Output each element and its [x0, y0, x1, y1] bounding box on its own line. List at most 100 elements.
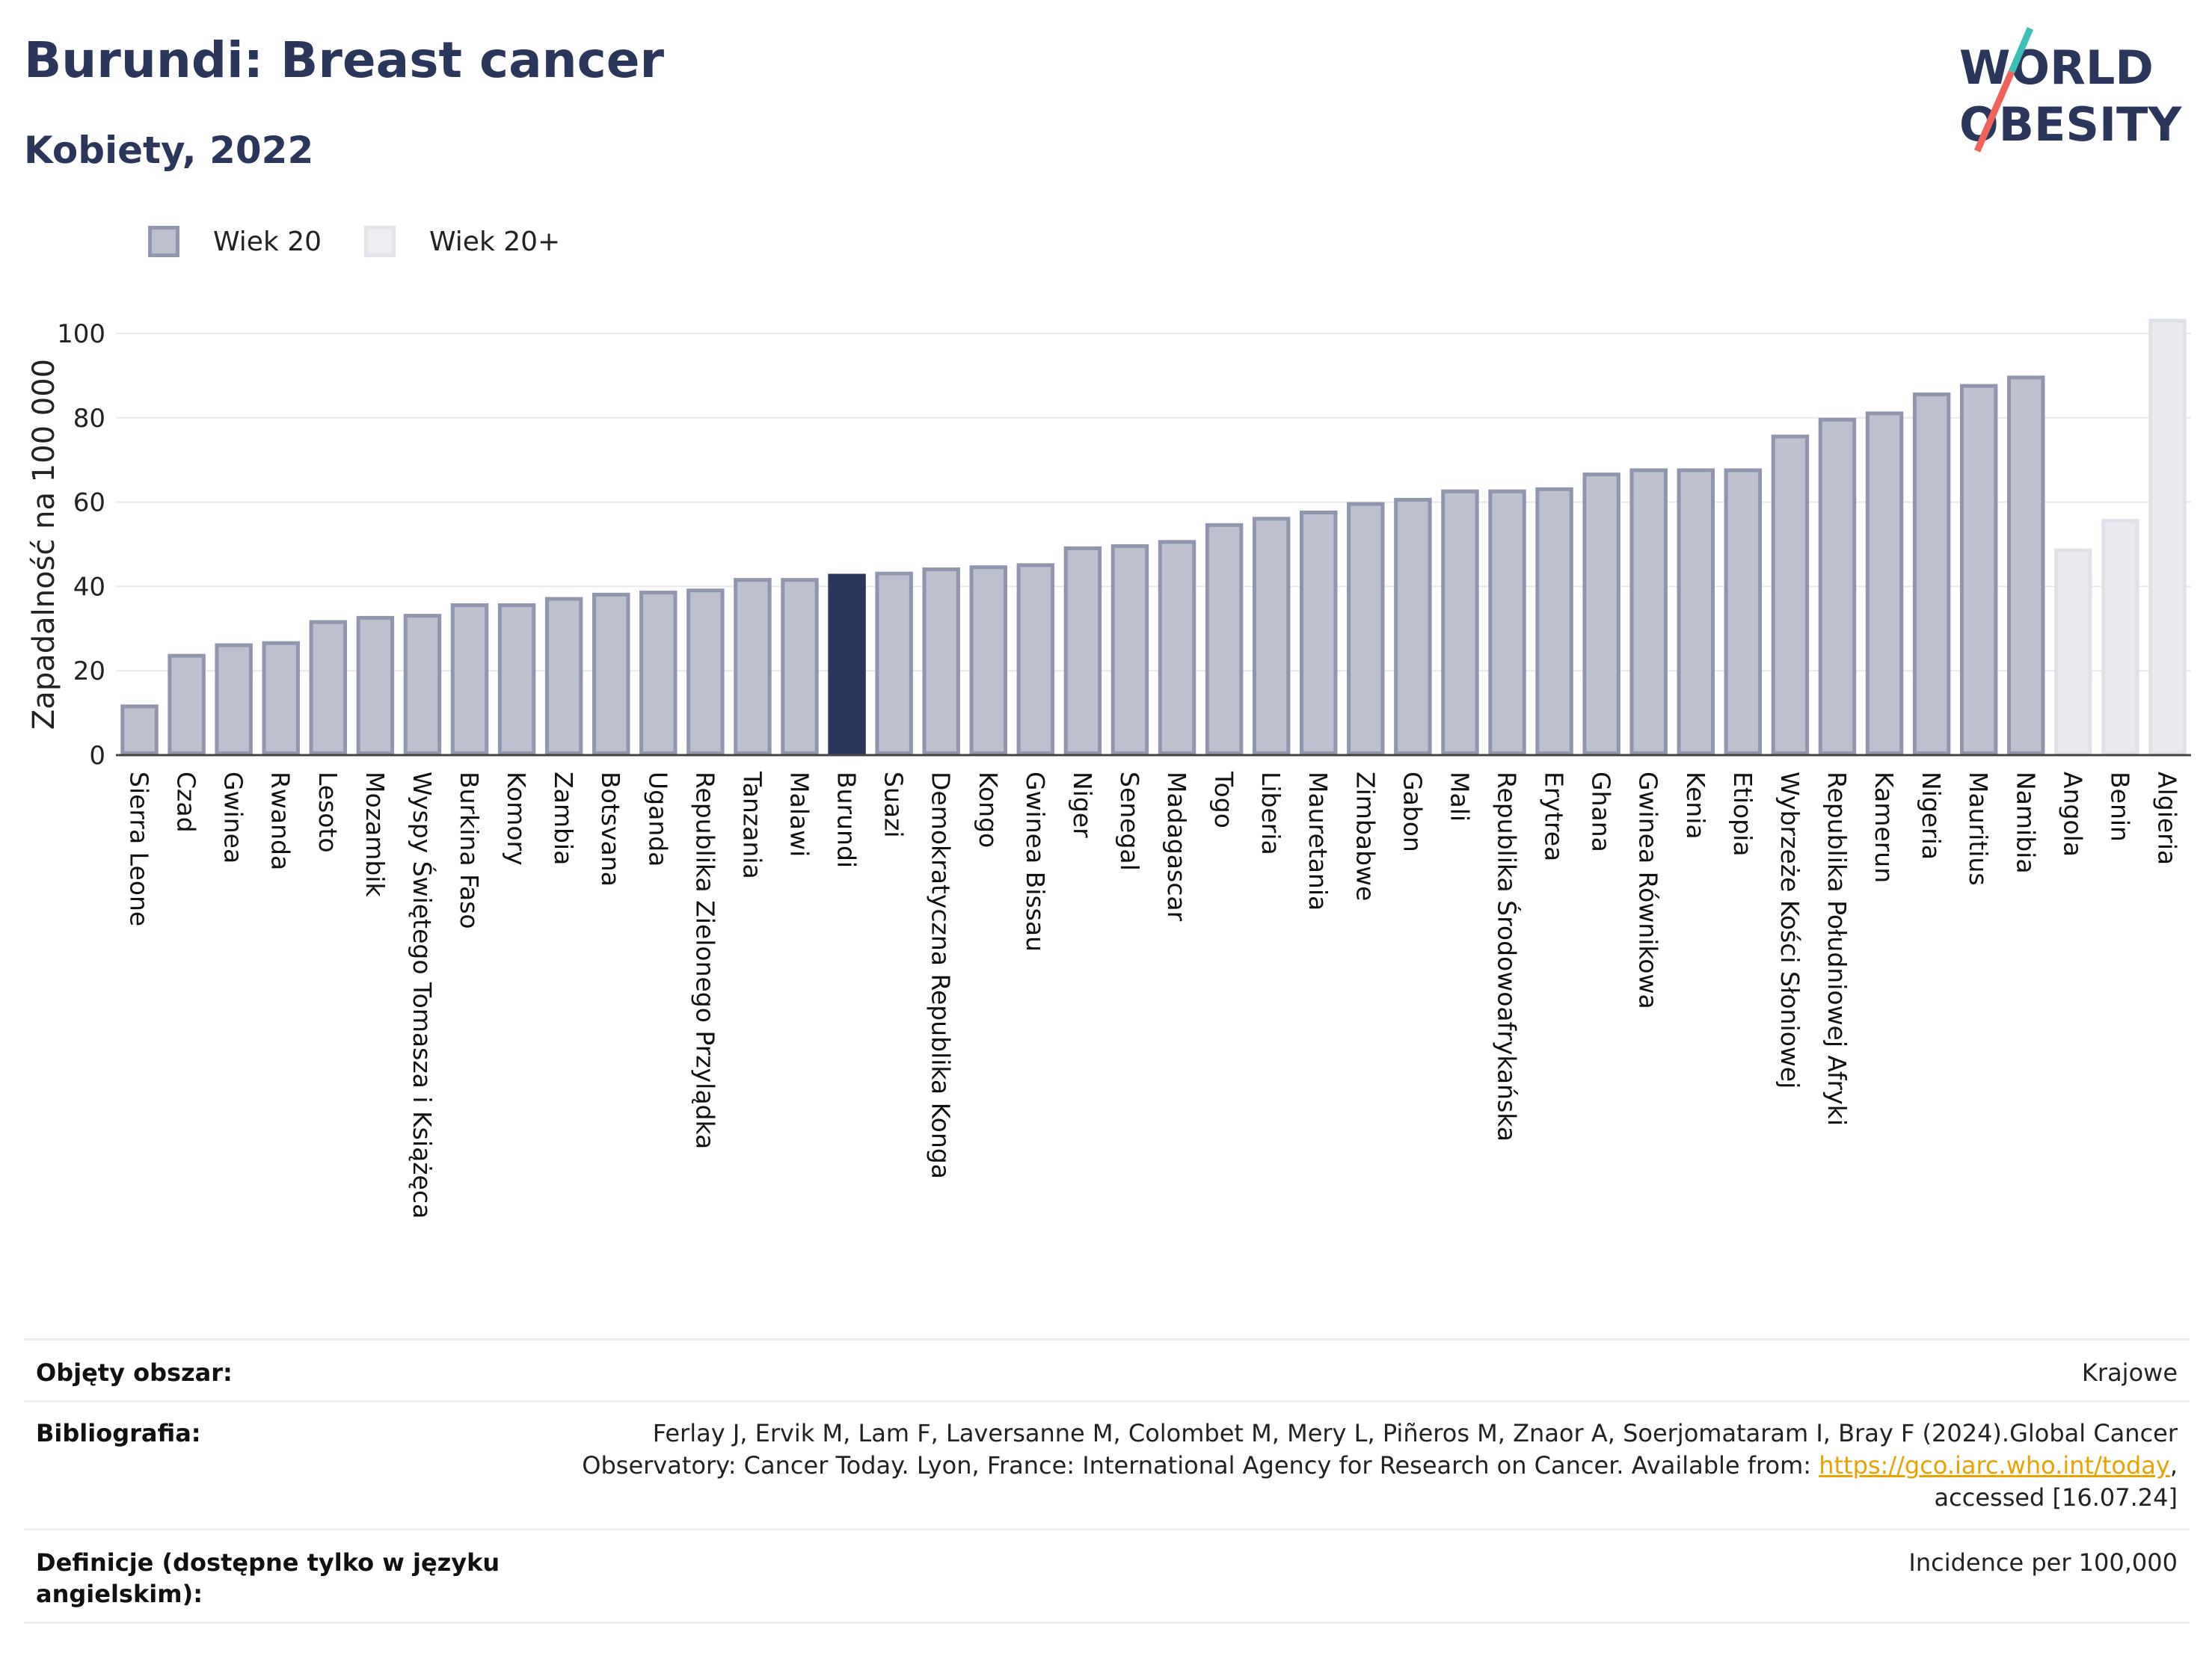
x-tick-label: Demokratyczna Republika Konga — [927, 772, 956, 1179]
bar — [922, 567, 960, 755]
info-row-coverage: Objęty obszar: Krajowe — [24, 1338, 2190, 1400]
x-tick-label: Etiopia — [1728, 772, 1757, 857]
x-tick-label: Mozambik — [360, 772, 390, 897]
bar — [309, 620, 348, 755]
bar — [592, 592, 630, 755]
x-tick-label: Benin — [2105, 772, 2134, 842]
bibliography-line-1: Ferlay J, Ervik M, Lam F, Laversanne M, … — [652, 1419, 2178, 1447]
logo-line-2: OBESITY — [1959, 97, 2182, 152]
logo-line-1: WORLD — [1959, 40, 2154, 95]
chart-subtitle: Kobiety, 2022 — [24, 129, 314, 172]
info-label: Objęty obszar: — [36, 1358, 233, 1387]
x-tick-label: Kamerun — [1870, 772, 1899, 883]
bar — [1252, 517, 1291, 755]
info-value: Krajowe — [2081, 1358, 2178, 1387]
bar — [262, 641, 300, 755]
x-tick-label: Zimbabwe — [1351, 772, 1380, 901]
x-tick-label: Namibia — [2011, 772, 2040, 874]
x-tick-label: Liberia — [1256, 772, 1285, 855]
bar — [1441, 489, 1479, 755]
info-table: Objęty obszar: Krajowe Bibliografia: Fer… — [24, 1338, 2190, 1624]
bar — [1912, 392, 1951, 756]
x-tick-label: Wybrzeże Kości Słoniowej — [1775, 772, 1804, 1089]
definitions-label-line-1: Definicje (dostępne tylko w języku — [36, 1548, 500, 1577]
bar — [1110, 544, 1149, 755]
legend-label: Wiek 20+ — [429, 226, 561, 257]
y-tick-label: 80 — [73, 404, 105, 434]
bar — [1771, 434, 1810, 756]
x-tick-label: Gwinea Równikowa — [1634, 772, 1663, 1009]
info-value: Incidence per 100,000 — [1908, 1548, 2178, 1577]
bar — [2148, 318, 2187, 755]
logo-slash-teal — [2008, 27, 2034, 73]
bar — [168, 653, 206, 756]
logo-slash-red — [1973, 70, 2015, 153]
bar — [781, 578, 819, 755]
x-tick-label: Mauritius — [1964, 772, 1993, 886]
x-tick-label: Madagascar — [1162, 772, 1191, 922]
bibliography-line-3: accessed [16.07.24] — [1934, 1483, 2178, 1512]
x-tick-label: Lesoto — [313, 772, 342, 853]
bar — [969, 565, 1007, 756]
bibliography-line-2: Observatory: Cancer Today. Lyon, France:… — [582, 1450, 2178, 1482]
y-tick-label: 20 — [73, 656, 105, 686]
source-link[interactable]: https://gco.iarc.who.int/today — [1819, 1451, 2170, 1480]
bar — [875, 571, 913, 755]
bar-highlight — [828, 573, 866, 756]
bar — [1724, 468, 1763, 755]
chart-title: Burundi: Breast cancer — [24, 31, 665, 89]
bar — [734, 578, 772, 755]
info-label: Definicje (dostępne tylko w języku angie… — [36, 1547, 500, 1610]
info-label: Bibliografia: — [36, 1419, 201, 1447]
bar — [686, 588, 725, 755]
link-comma: , — [2169, 1451, 2178, 1480]
x-tick-label: Kongo — [974, 772, 1003, 848]
legend-item-wiek-20-plus[interactable]: Wiek 20+ — [364, 221, 560, 262]
bar — [403, 614, 442, 755]
bar — [1063, 546, 1102, 755]
x-tick-label: Burundi — [832, 772, 861, 868]
bar — [1818, 417, 1857, 756]
x-tick-label: Czad — [172, 772, 201, 833]
bar — [2007, 375, 2045, 756]
bar — [1347, 502, 1385, 755]
legend-label: Wiek 20 — [213, 226, 322, 257]
info-row-definitions: Definicje (dostępne tylko w języku angie… — [24, 1528, 2190, 1624]
bar — [639, 591, 678, 756]
x-tick-label: Wyspy Świętego Tomasza i Książęca — [408, 772, 437, 1219]
x-tick-label: Nigeria — [1917, 772, 1946, 860]
legend-swatch-wiek-20-plus — [364, 226, 396, 257]
bar — [544, 597, 583, 755]
bar — [1158, 540, 1196, 755]
bar — [1394, 497, 1432, 755]
x-tick-label: Uganda — [643, 772, 672, 867]
bibliography-text: Observatory: Cancer Today. Lyon, France:… — [582, 1451, 1819, 1480]
bar — [120, 704, 159, 756]
x-tick-label: Republika Południowej Afryki — [1822, 772, 1852, 1126]
x-tick-label: Mali — [1445, 772, 1474, 822]
x-tick-label: Sierra Leone — [125, 772, 154, 926]
x-tick-label: Gabon — [1398, 772, 1427, 852]
bar — [1959, 384, 1998, 755]
definitions-label-line-2: angielskim): — [36, 1580, 203, 1608]
x-tick-label: Niger — [1068, 772, 1097, 838]
bar — [1582, 473, 1620, 755]
x-tick-label: Burkina Faso — [455, 772, 484, 929]
y-axis-title: Zapadalność na 100 000 — [27, 359, 61, 730]
bar — [2101, 519, 2139, 755]
bar — [1488, 489, 1526, 755]
bar — [1677, 468, 1715, 755]
x-tick-label: Gwinea — [219, 772, 248, 864]
y-tick-label: 60 — [73, 488, 105, 518]
x-tick-label: Zambia — [549, 772, 578, 865]
legend-item-wiek-20[interactable]: Wiek 20 — [148, 221, 322, 262]
x-tick-label: Mauretania — [1303, 772, 1333, 911]
x-tick-label: Kenia — [1681, 772, 1710, 840]
info-row-bibliography: Bibliografia: Ferlay J, Ervik M, Lam F, … — [24, 1400, 2190, 1528]
bar — [497, 603, 536, 755]
bar — [1205, 523, 1244, 755]
bar-chart: 0 20 40 60 80 100 Zapadalność na 100 000 Sierra… — [27, 318, 2191, 1219]
x-tick-label: Botsvana — [596, 772, 625, 887]
x-tick-label: Algieria — [2152, 772, 2181, 865]
bar — [1629, 468, 1668, 755]
